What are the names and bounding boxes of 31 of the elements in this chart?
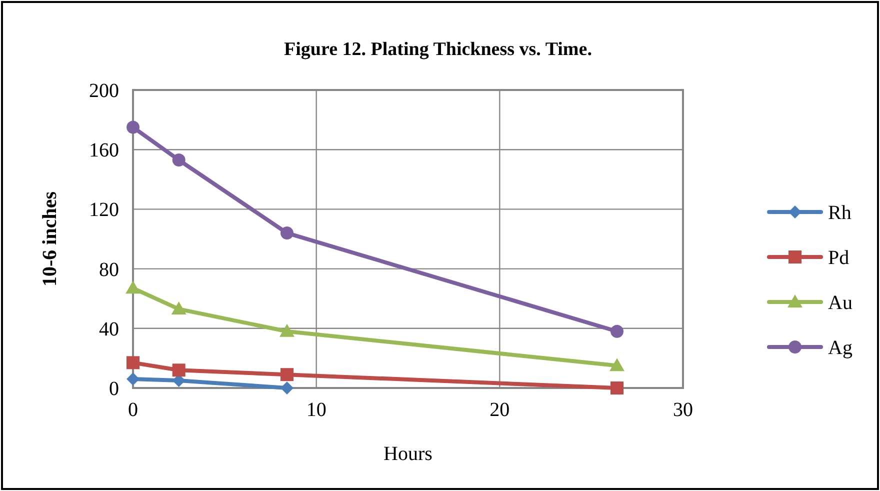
y-tick-label: 40 bbox=[99, 318, 119, 340]
legend-label: Pd bbox=[828, 247, 850, 269]
legend-label: Ag bbox=[828, 337, 852, 359]
legend-label: Au bbox=[828, 292, 852, 314]
y-axis-title: 10-6 inches bbox=[39, 191, 61, 286]
y-tick-label: 0 bbox=[109, 378, 119, 400]
point bbox=[280, 226, 294, 240]
point bbox=[172, 154, 186, 167]
y-tick-label: 160 bbox=[89, 140, 119, 162]
point bbox=[610, 324, 624, 338]
point bbox=[610, 358, 624, 372]
x-axis-title: Hours bbox=[384, 443, 433, 465]
point bbox=[126, 120, 140, 134]
x-tick-label: 0 bbox=[128, 399, 138, 421]
x-tick-label: 10 bbox=[306, 399, 326, 421]
legend-label: Rh bbox=[828, 202, 852, 224]
point bbox=[126, 356, 140, 370]
y-tick-label: 80 bbox=[99, 258, 119, 281]
point bbox=[280, 368, 294, 382]
point bbox=[280, 382, 294, 394]
point bbox=[126, 372, 140, 386]
point bbox=[171, 302, 186, 315]
point bbox=[172, 364, 186, 377]
x-tick-label: 20 bbox=[490, 399, 510, 421]
point bbox=[126, 280, 140, 294]
x-tick-label: 30 bbox=[673, 399, 693, 421]
point bbox=[610, 382, 624, 394]
y-tick-label: 120 bbox=[89, 199, 119, 222]
point bbox=[280, 324, 294, 337]
chart-title: Figure 12. Plating Thickness vs. Time. bbox=[284, 39, 592, 60]
y-tick-label: 200 bbox=[89, 80, 119, 102]
